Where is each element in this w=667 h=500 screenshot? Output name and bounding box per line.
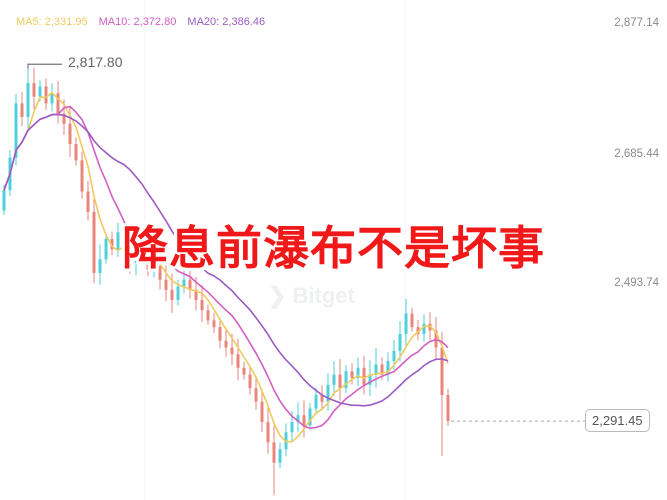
candle-body <box>170 289 174 301</box>
candle-body <box>92 211 96 273</box>
candle-body <box>158 266 162 280</box>
legend-ma20: MA20: 2,386.46 <box>187 16 266 28</box>
legend-ma5-value: 2,331.95 <box>44 16 88 28</box>
y-tick-label: 2,493.74 <box>614 277 659 289</box>
candle-body <box>98 259 102 273</box>
candle-body <box>410 313 414 328</box>
ma10-line <box>3 105 449 430</box>
candle-body <box>200 300 204 311</box>
candle-body <box>446 394 450 422</box>
candle-body <box>350 371 354 378</box>
high-marker-label: 2,817.80 <box>68 54 123 70</box>
candle-body <box>194 289 198 301</box>
candle-body <box>80 160 84 192</box>
bitget-watermark: ❯ Bitget <box>268 283 355 308</box>
candle-body <box>440 347 444 395</box>
candle-body <box>62 113 66 124</box>
y-tick-label: 2,685.44 <box>614 148 659 160</box>
candle-body <box>362 367 366 385</box>
candle-body <box>152 266 156 270</box>
candle-body <box>254 388 258 402</box>
legend-ma5-name: MA5 <box>16 16 39 28</box>
candle-body <box>260 401 264 423</box>
candle-body <box>44 86 48 104</box>
candle-body <box>392 350 396 362</box>
candle-body <box>404 313 408 334</box>
high-marker-line <box>27 63 62 69</box>
ma-legend: MA5: 2,331.95 MA10: 2,372.80 MA20: 2,386… <box>16 16 273 28</box>
candle-body <box>140 245 144 260</box>
candle-body <box>86 191 90 212</box>
candle-body <box>134 245 138 263</box>
candle-body <box>224 340 228 348</box>
candle-body <box>20 103 24 117</box>
ma5-line <box>3 91 449 443</box>
legend-ma20-value: 2,386.46 <box>222 16 266 28</box>
candle-body <box>104 239 108 260</box>
candle-body <box>368 374 372 385</box>
candle-body <box>290 422 294 433</box>
candle-body <box>50 93 54 104</box>
legend-ma10: MA10: 2,372.80 <box>98 16 177 28</box>
candle-body <box>74 144 78 161</box>
candle-body <box>308 408 312 426</box>
candle-body <box>386 361 390 375</box>
candle-body <box>278 449 282 463</box>
candle-body <box>68 123 72 145</box>
candle-body <box>296 415 300 423</box>
candle-body <box>128 252 132 263</box>
candle-body <box>242 367 246 375</box>
candle-body <box>206 310 210 321</box>
candle-body <box>14 103 18 158</box>
candle-body <box>26 83 30 117</box>
candle-body <box>236 354 240 368</box>
candle-body <box>110 239 114 250</box>
y-tick-label: 2,877.14 <box>614 17 659 29</box>
candle-body <box>248 374 252 389</box>
candle-body <box>272 442 276 463</box>
candle-body <box>380 364 384 375</box>
candle-body <box>332 374 336 385</box>
candle-body <box>230 347 234 355</box>
candle-body <box>2 190 6 211</box>
legend-ma10-name: MA10 <box>98 16 128 28</box>
candle-body <box>38 86 42 97</box>
candle-body <box>302 415 306 426</box>
candle-body <box>176 286 180 301</box>
candle-body <box>398 333 402 351</box>
candle-body <box>320 394 324 402</box>
candle-body <box>422 323 426 334</box>
current-price-label: 2,291.45 <box>585 409 650 432</box>
ma20-line <box>3 113 449 407</box>
candle-body <box>314 394 318 409</box>
watermark-text: Bitget <box>292 283 355 308</box>
candle-body <box>344 371 348 389</box>
legend-ma5: MA5: 2,331.95 <box>16 16 88 28</box>
candle-body <box>416 327 420 334</box>
candle-body <box>326 384 330 402</box>
candle-body <box>164 279 168 290</box>
candle-body <box>212 320 216 328</box>
candle-body <box>374 364 378 375</box>
candle-body <box>116 232 120 250</box>
candle-body <box>188 279 192 290</box>
candle-body <box>218 327 222 341</box>
candle-body <box>56 93 60 114</box>
candle-body <box>356 367 360 378</box>
legend-ma10-value: 2,372.80 <box>133 16 177 28</box>
legend-ma20-name: MA20 <box>187 16 217 28</box>
candle-body <box>146 259 150 270</box>
candle-body <box>32 83 36 97</box>
candle-body <box>428 323 432 331</box>
video-caption: 降息前瀑布不是坏事 <box>122 221 545 275</box>
candle-body <box>266 422 270 443</box>
candle-body <box>182 279 186 287</box>
candle-body <box>338 374 342 389</box>
candle-body <box>122 232 126 253</box>
